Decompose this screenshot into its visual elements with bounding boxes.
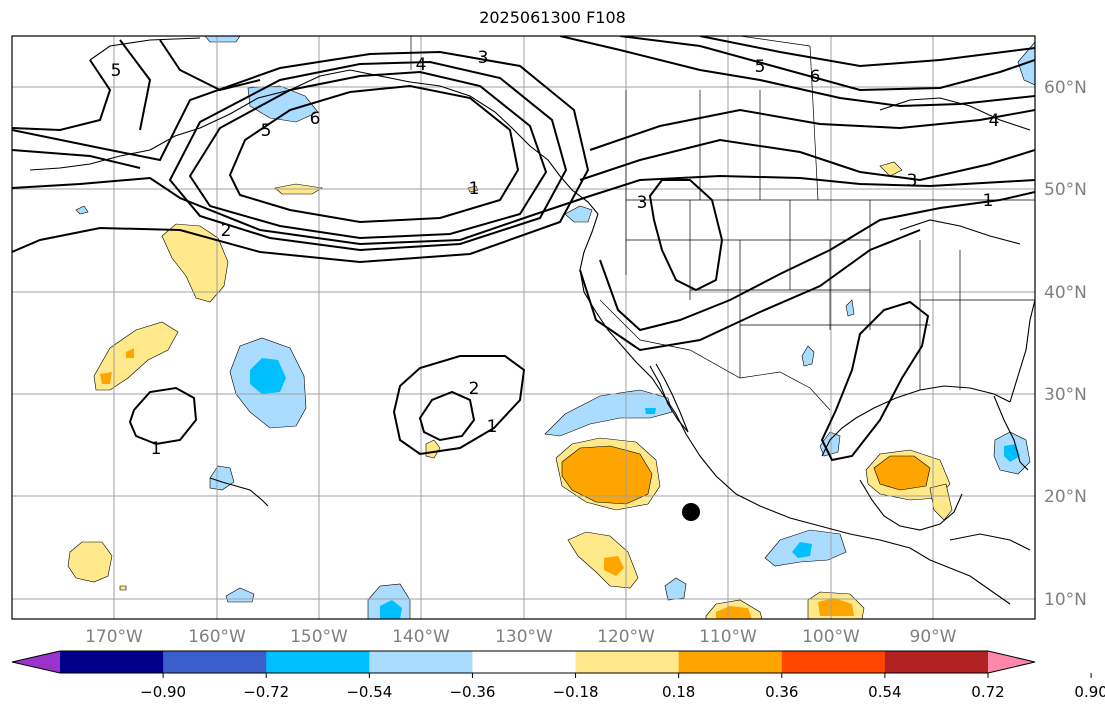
colorbar-tick-label: −0.72 — [243, 683, 289, 701]
contour-label: 1 — [983, 191, 994, 211]
colorbar-extend-low — [12, 651, 60, 673]
colorbar-tick-label: 0.18 — [662, 683, 695, 701]
lon-label: 110°W — [699, 627, 757, 647]
graticule-grid — [12, 36, 1035, 619]
colorbar-tick-label: 0.90 — [1074, 683, 1105, 701]
colorbar-tick-label: −0.18 — [553, 683, 599, 701]
contour-label: 1 — [469, 179, 480, 199]
lat-label: 10°N — [1044, 590, 1087, 610]
colorbar-outline — [11, 650, 1036, 674]
colorbar-segment — [472, 651, 577, 673]
map-frame — [11, 35, 1036, 620]
contour-label: 5 — [261, 121, 272, 141]
colorbar: −0.90 −0.72 −0.54 −0.36 −0.18 0.18 0.36 0.54 0.7… — [11, 650, 1105, 701]
colorbar-tick-label: 0.54 — [868, 683, 901, 701]
lon-label: 90°W — [910, 627, 957, 647]
colorbar-segment — [60, 651, 164, 673]
latitude-labels: 60°N 50°N 40°N 30°N 20°N 10°N — [1044, 78, 1087, 610]
lon-label: 150°W — [290, 627, 348, 647]
lon-label: 120°W — [597, 627, 655, 647]
colorbar-tick-label: 0.36 — [765, 683, 798, 701]
lat-label: 60°N — [1044, 78, 1087, 98]
contour-label: 3 — [637, 193, 648, 213]
colorbar-segment — [575, 651, 680, 673]
lon-label: 130°W — [495, 627, 553, 647]
lon-label: 170°W — [85, 627, 143, 647]
colorbar-tick-label: −0.54 — [346, 683, 392, 701]
colorbar-tick-label: 0.72 — [971, 683, 1004, 701]
positive-anomaly-shading — [67, 161, 953, 619]
contour-label: 2 — [469, 379, 480, 399]
colorbar-extend-high — [988, 651, 1035, 673]
colorbar-segment — [369, 651, 473, 673]
contour-labels: 4 3 5 6 6 5 2 1 1 2 3 1 3 4 1 5 — [111, 48, 1000, 459]
lat-label: 40°N — [1044, 283, 1087, 303]
contour-label: 6 — [810, 67, 821, 87]
lon-label: 100°W — [802, 627, 860, 647]
province-borders — [625, 90, 761, 200]
lon-label: 160°W — [188, 627, 246, 647]
storm-center-marker — [682, 503, 700, 521]
colorbar-segment — [266, 651, 370, 673]
contour-label: 1 — [151, 439, 162, 459]
contour-label: 3 — [478, 48, 489, 68]
colorbar-segment — [163, 651, 267, 673]
lat-label: 30°N — [1044, 385, 1087, 405]
contour-label: 4 — [989, 111, 1000, 131]
contour-label: 1 — [487, 417, 498, 437]
colorbar-tick-label: −0.36 — [449, 683, 495, 701]
contour-label: 2 — [221, 221, 232, 241]
contour-label: 6 — [310, 109, 321, 129]
height-contours — [12, 36, 1035, 462]
map-title: 2025061300 F108 — [479, 8, 626, 27]
longitude-labels: 170°W 160°W 150°W 140°W 130°W 120°W 110°… — [85, 627, 957, 647]
colorbar-segment — [678, 651, 783, 673]
contour-label: 5 — [111, 61, 122, 81]
lat-label: 20°N — [1044, 487, 1087, 507]
colorbar-segment — [781, 651, 886, 673]
negative-anomaly-shading — [75, 36, 1035, 619]
contour-label: 4 — [416, 55, 427, 75]
colorbar-tick-label: −0.90 — [140, 683, 186, 701]
contour-label: 5 — [755, 57, 766, 77]
coastlines — [29, 37, 1035, 605]
lon-label: 140°W — [392, 627, 450, 647]
colorbar-segment — [884, 651, 989, 673]
lat-label: 50°N — [1044, 180, 1087, 200]
contour-label: 3 — [907, 171, 918, 191]
